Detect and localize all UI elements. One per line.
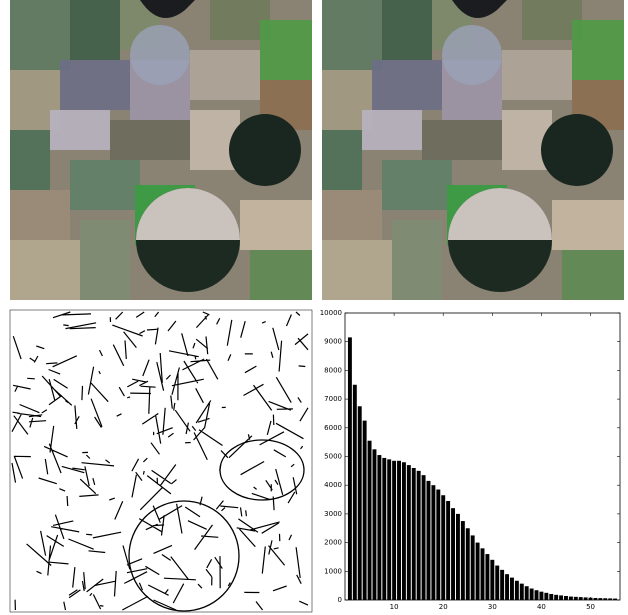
bar <box>500 570 504 600</box>
edge-map <box>10 310 312 612</box>
y-tick-label: 6000 <box>324 424 342 432</box>
bar <box>373 449 377 600</box>
bar <box>481 548 485 600</box>
bar <box>608 598 612 600</box>
bar <box>510 578 514 600</box>
bar <box>559 595 563 600</box>
bar <box>476 543 480 600</box>
bar <box>353 385 357 600</box>
bar <box>549 594 553 600</box>
y-tick-label: 2000 <box>324 539 342 547</box>
bar <box>446 501 450 600</box>
bar <box>387 459 391 600</box>
bar <box>579 597 583 600</box>
bar <box>598 598 602 600</box>
bar <box>456 514 460 600</box>
bar <box>574 597 578 600</box>
bar <box>358 406 362 600</box>
histogram: 0 1000 2000 3000 4000 5000 6000 7000 8000 9000 100… <box>320 309 620 611</box>
y-tick-label: 7000 <box>324 395 342 403</box>
bar <box>348 337 352 600</box>
bar <box>363 421 367 600</box>
bar <box>441 495 445 600</box>
satellite-image-original <box>10 0 312 300</box>
bar <box>402 462 406 600</box>
bar <box>584 597 588 600</box>
bar <box>490 560 494 600</box>
bar <box>603 598 607 600</box>
x-tick-label: 50 <box>586 603 595 611</box>
y-tick-label: 1000 <box>324 567 342 575</box>
y-tick-label: 4000 <box>324 481 342 489</box>
page: {"chart_data": {"type": "bar", "color": … <box>0 0 628 615</box>
bar <box>485 554 489 600</box>
bar <box>407 465 411 600</box>
y-tick-label: 3000 <box>324 510 342 518</box>
bar <box>530 589 534 600</box>
y-tick-label: 8000 <box>324 366 342 374</box>
bar <box>412 468 416 600</box>
bar <box>544 593 548 600</box>
bar <box>554 595 558 600</box>
bar <box>495 566 499 600</box>
bar <box>392 461 396 600</box>
bar <box>593 598 597 600</box>
x-tick-label: 30 <box>488 603 497 611</box>
bar <box>505 574 509 600</box>
x-tick-label: 40 <box>537 603 546 611</box>
bar <box>466 528 470 600</box>
bar <box>520 584 524 600</box>
bar <box>564 596 568 600</box>
bar <box>515 581 519 600</box>
bar <box>422 475 426 600</box>
x-tick-label: 10 <box>390 603 399 611</box>
bar <box>471 535 475 600</box>
bar <box>461 521 465 600</box>
y-tick-label: 0 <box>338 596 342 604</box>
bar <box>436 490 440 600</box>
bar <box>382 458 386 600</box>
bar <box>525 586 529 600</box>
bar <box>377 455 381 600</box>
figure: 0 1000 2000 3000 4000 5000 6000 7000 8000 9000 100… <box>0 0 628 615</box>
y-tick-label: 5000 <box>324 453 342 461</box>
y-tick-label: 9000 <box>324 338 342 346</box>
y-tick-label: 10000 <box>320 309 342 317</box>
bar <box>368 441 372 600</box>
bar <box>397 461 401 600</box>
bar <box>569 597 573 600</box>
bar <box>451 508 455 600</box>
bar <box>535 590 539 600</box>
bar <box>613 599 617 600</box>
x-tick-label: 20 <box>439 603 448 611</box>
bar <box>431 485 435 600</box>
bar <box>417 471 421 600</box>
satellite-image-filtered <box>322 0 624 300</box>
bar <box>427 481 431 600</box>
